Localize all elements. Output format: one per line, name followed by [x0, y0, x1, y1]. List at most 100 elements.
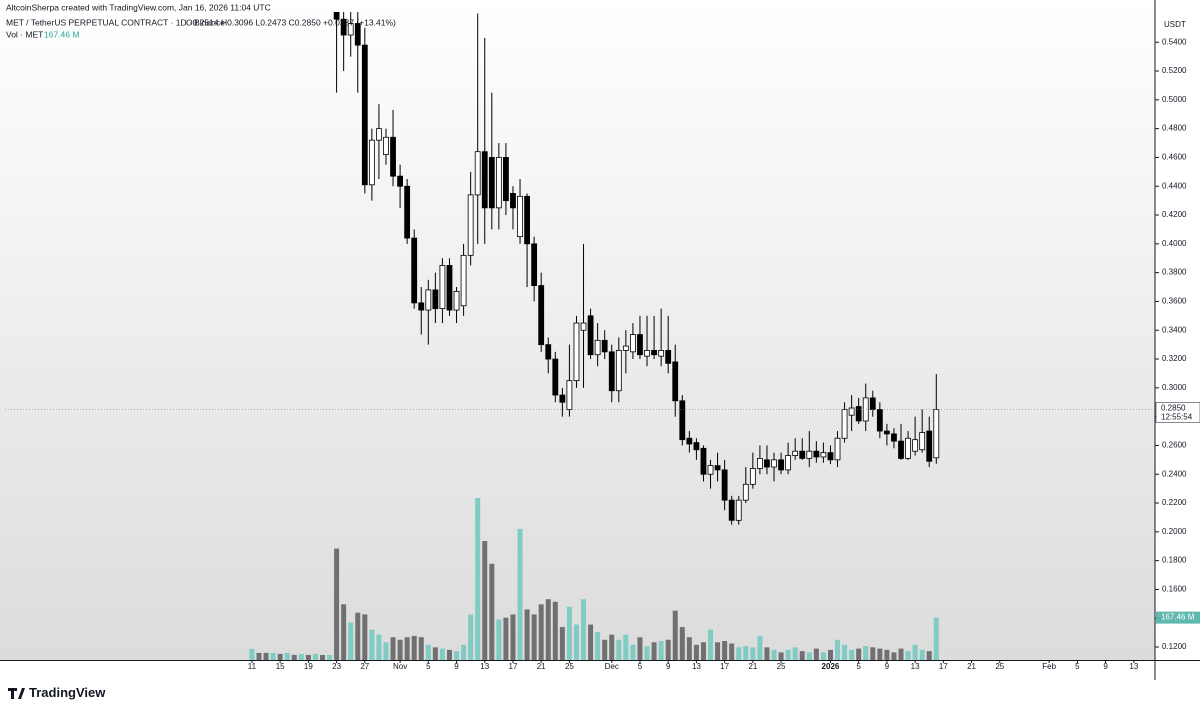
candle-body: [418, 302, 425, 311]
x-tick-label: 13: [911, 662, 920, 671]
candle-body: [397, 175, 403, 187]
volume-bar: [736, 647, 742, 660]
candle-body: [425, 289, 432, 311]
volume-bar: [298, 653, 304, 660]
candle-body: [615, 349, 622, 392]
x-tick-label: 5: [1075, 662, 1080, 671]
y-tick-label: 0.4200: [1162, 210, 1187, 219]
y-tick-label: 0.3200: [1162, 354, 1187, 363]
candle-body: [855, 406, 862, 422]
volume-bar: [439, 648, 445, 660]
y-tick-label: 0.2600: [1162, 441, 1187, 450]
candle-body: [368, 139, 375, 186]
volume-bar: [291, 654, 297, 660]
y-tick-label: 0.5400: [1162, 37, 1187, 46]
volume-bar: [432, 647, 438, 660]
candle-body: [912, 439, 919, 452]
volume-bar: [545, 599, 551, 660]
candle-body: [566, 380, 573, 410]
x-tick-label: Nov: [393, 662, 407, 671]
candle-body: [785, 455, 792, 471]
y-tick-label: 0.4600: [1162, 153, 1187, 162]
y-tick-label: 0.1800: [1162, 556, 1187, 565]
volume-bar: [933, 617, 939, 660]
x-tick-label: 25: [777, 662, 786, 671]
candle-body: [376, 128, 382, 141]
candle-body: [919, 432, 926, 451]
last-price-label: 0.2850: [1161, 404, 1186, 413]
volume-bar: [524, 609, 530, 660]
x-tick-label: 5: [638, 662, 643, 671]
currency-label: USDT: [1164, 20, 1186, 29]
candle-body: [665, 349, 672, 364]
candle-body: [757, 457, 763, 469]
volume-bar: [884, 649, 890, 660]
volume-bar: [630, 644, 636, 660]
volume-bar: [849, 649, 855, 660]
candle-body: [460, 254, 467, 307]
candle-body: [735, 499, 742, 521]
volume-bar: [919, 649, 925, 660]
candle-body: [651, 349, 657, 356]
candle-body: [411, 237, 418, 304]
volume-bar: [263, 652, 269, 660]
volume-bar: [503, 617, 509, 660]
candle-body: [637, 334, 643, 356]
y-tick-label: 0.5200: [1162, 66, 1187, 75]
volume-bar: [538, 604, 544, 660]
candle-body: [749, 468, 756, 485]
candle-body: [580, 322, 587, 331]
x-tick-label: 5: [426, 662, 431, 671]
x-tick-label: 13: [1129, 662, 1138, 671]
volume-bar: [468, 614, 474, 660]
x-tick-label: 25: [565, 662, 574, 671]
candle-body: [524, 195, 530, 245]
y-tick-label: 0.3600: [1162, 297, 1187, 306]
candle-body: [601, 339, 608, 353]
candle-body: [792, 450, 799, 456]
volume-bar: [341, 604, 347, 660]
x-tick-label: 17: [939, 662, 948, 671]
volume-bar: [799, 651, 805, 660]
x-tick-label: 13: [480, 662, 489, 671]
y-tick-label: 0.1600: [1162, 585, 1187, 594]
x-tick-label: 13: [692, 662, 701, 671]
volume-bar: [679, 627, 685, 660]
volume-bar: [461, 644, 467, 660]
time-axis-background: [0, 660, 1155, 680]
x-tick-label: 9: [885, 662, 890, 671]
volume-bar: [369, 629, 375, 660]
volume-bar: [411, 635, 417, 660]
volume-bar: [277, 653, 283, 660]
x-tick-label: 5: [856, 662, 861, 671]
volume-bar: [602, 639, 608, 660]
candle-body: [503, 157, 509, 202]
candle-body: [728, 499, 735, 521]
x-tick-label: 21: [537, 662, 546, 671]
x-tick-label: 9: [454, 662, 459, 671]
candle-body: [545, 344, 552, 360]
volume-bar: [820, 652, 826, 660]
x-tick-label: 21: [748, 662, 757, 671]
candle-body: [404, 185, 411, 239]
volume-bar: [475, 498, 481, 660]
volume-bar: [813, 648, 819, 660]
x-tick-label: 11: [248, 662, 257, 671]
candle-body: [446, 265, 453, 311]
symbol-title: MET / TetherUS PERPETUAL CONTRACT · 1D ·…: [6, 17, 225, 27]
candle-body: [587, 315, 594, 356]
volume-bar: [785, 649, 791, 660]
x-tick-label: 2026: [822, 662, 840, 671]
candle-body: [679, 400, 686, 441]
price-axis-background: [1155, 0, 1200, 680]
candle-body: [432, 289, 439, 310]
volume-bar: [249, 648, 255, 660]
volume-bar: [856, 648, 862, 660]
volume-bar: [510, 614, 516, 660]
volume-bar: [390, 637, 396, 660]
volume-bar: [595, 632, 601, 660]
y-tick-label: 0.2200: [1162, 498, 1187, 507]
volume-bar: [863, 646, 869, 660]
y-tick-label: 0.3400: [1162, 325, 1187, 334]
volume-bar: [362, 614, 368, 660]
